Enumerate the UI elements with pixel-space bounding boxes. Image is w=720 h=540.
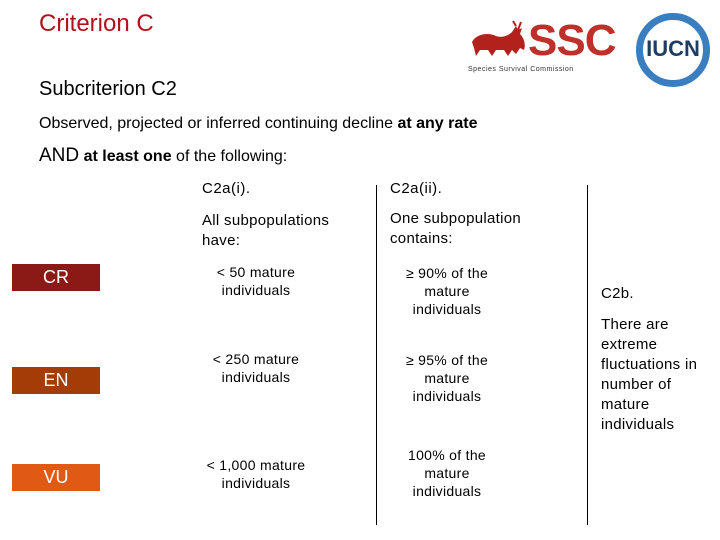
cell-line: < 1,000 mature [206, 457, 306, 473]
category-badge-cr: CR [12, 264, 100, 291]
c2b-description: There are extreme fluctuations in number… [601, 315, 697, 435]
cr-c2ai-cell: < 50 mature individuals [196, 263, 316, 299]
c2aii-description-line: contains: [390, 230, 453, 247]
column-divider [587, 185, 588, 525]
iucn-wordmark: IUCN [646, 36, 700, 61]
intro-line-2: AND at least one of the following: [39, 145, 287, 167]
cell-line: ≥ 95% of the [405, 352, 489, 368]
ssc-subtitle: Species Survival Commission [468, 66, 574, 73]
cell-line: individuals [412, 483, 482, 499]
c2b-line: individuals [601, 416, 675, 433]
cell-line: individuals [412, 388, 482, 404]
cell-line: individuals [221, 475, 291, 491]
cell-line: mature [424, 465, 470, 481]
c2b-heading: C2b. [601, 285, 634, 302]
intro-line-1: Observed, projected or inferred continui… [39, 115, 477, 133]
vu-c2aii-cell: 100% of the mature individuals [386, 446, 508, 500]
en-c2aii-cell: ≥ 95% of the mature individuals [386, 351, 508, 405]
iucn-logo-ring [636, 13, 710, 87]
c2b-line: mature [601, 396, 650, 413]
intro-line-2-plain: of the following: [171, 148, 288, 165]
c2ai-description-line: have: [202, 232, 241, 249]
vu-c2ai-cell: < 1,000 mature individuals [191, 456, 321, 492]
c2aii-description: One subpopulation contains: [390, 209, 521, 249]
cr-c2aii-cell: ≥ 90% of the mature individuals [386, 264, 508, 318]
en-c2ai-cell: < 250 mature individuals [196, 350, 316, 386]
cell-line: < 50 mature [216, 264, 296, 280]
intro-line-2-bold: at least one [79, 148, 172, 165]
cell-line: mature [424, 370, 470, 386]
cell-line: ≥ 90% of the [405, 265, 489, 281]
cell-line: individuals [221, 282, 291, 298]
ssc-logo: SSC Species Survival Commission [466, 16, 616, 80]
ssc-wordmark: SSC [528, 16, 616, 65]
cell-line: mature [424, 283, 470, 299]
c2b-line: fluctuations in [601, 356, 698, 373]
c2aii-description-line: One subpopulation [390, 210, 522, 227]
cell-line: < 250 mature [212, 351, 300, 367]
intro-and: AND [39, 145, 80, 166]
subcriterion-heading: Subcriterion C2 [39, 78, 177, 100]
c2ai-heading: C2a(i). [202, 180, 251, 197]
category-badge-vu: VU [12, 464, 100, 491]
c2b-line: There are [601, 316, 669, 333]
ssc-animal-icon [472, 20, 525, 56]
column-divider [376, 185, 377, 525]
c2ai-description: All subpopulations have: [202, 211, 329, 251]
intro-line-1-plain: Observed, projected or inferred continui… [39, 115, 398, 132]
c2b-line: extreme [601, 336, 658, 353]
category-badge-en: EN [12, 367, 100, 394]
page-title: Criterion C [39, 10, 154, 37]
cell-line: 100% of the [407, 447, 487, 463]
c2b-line: number of [601, 376, 672, 393]
cell-line: individuals [221, 369, 291, 385]
c2ai-description-line: All subpopulations [202, 212, 330, 229]
cell-line: individuals [412, 301, 482, 317]
c2aii-heading: C2a(ii). [390, 180, 443, 197]
intro-line-1-bold: at any rate [397, 115, 478, 132]
